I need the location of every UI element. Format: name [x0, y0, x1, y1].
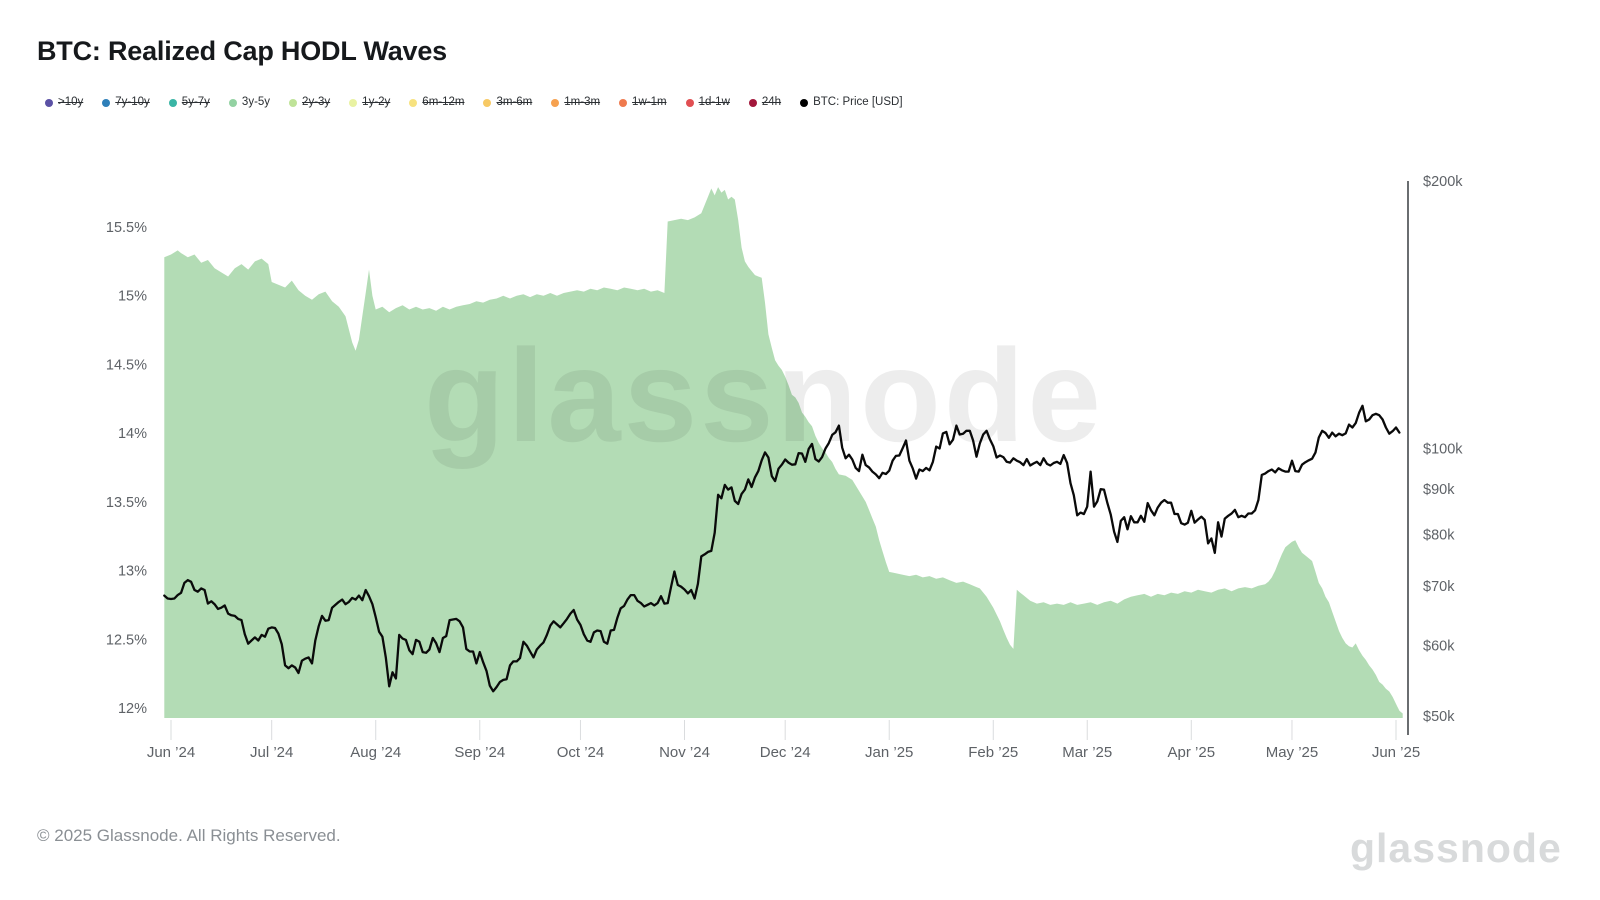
x-axis-tick-label: Sep ’24	[454, 744, 505, 761]
legend-item-label: 1m-3m	[564, 96, 601, 108]
legend-dot-icon	[685, 98, 694, 107]
x-axis-tick-label: Aug ’24	[350, 744, 401, 761]
legend-item-6m-12m[interactable]: 6m-12m	[409, 96, 465, 109]
y-left-tick-label: 14%	[118, 426, 147, 442]
y-right-tick-label: $100k	[1423, 442, 1463, 458]
legend-item-1w-1m[interactable]: 1w-1m	[619, 96, 667, 109]
glassnode-logo: glassnode	[1350, 825, 1562, 871]
legend-item-label: BTC: Price [USD]	[813, 96, 903, 108]
legend-item-7y-10y[interactable]: 7y-10y	[102, 96, 150, 109]
legend-dot-icon	[551, 98, 560, 107]
legend-item-label: 7y-10y	[115, 96, 150, 108]
legend-item-label: 5y-7y	[181, 96, 210, 108]
legend-item-1y-2y[interactable]: 1y-2y	[349, 96, 391, 109]
x-axis-tick-label: Oct ’24	[557, 744, 605, 761]
x-axis-tick-label: Mar ’25	[1062, 744, 1112, 761]
copyright-text: © 2025 Glassnode. All Rights Reserved.	[37, 826, 341, 845]
y-right-tick-label: $90k	[1423, 482, 1455, 498]
legend-item-2y-3y[interactable]: 2y-3y	[289, 96, 331, 109]
legend-item-3y-5y[interactable]: 3y-5y	[228, 96, 271, 109]
legend-item-label: 1w-1m	[632, 96, 667, 108]
y-right-tick-label: $60k	[1423, 639, 1455, 655]
x-axis-tick-label: Apr ’25	[1168, 744, 1216, 761]
legend-item-btc-price-usd[interactable]: BTC: Price [USD]	[800, 96, 903, 109]
x-axis-tick-label: Jun ’24	[147, 744, 195, 761]
x-axis-tick-label: Nov ’24	[659, 744, 710, 761]
y-right-tick-label: $80k	[1423, 528, 1455, 544]
legend-dot-icon	[228, 98, 237, 107]
legend-dot-icon	[289, 98, 298, 107]
legend-item-1m-3m[interactable]: 1m-3m	[551, 96, 601, 109]
legend-dot-icon	[168, 98, 177, 107]
y-right-tick-label: $50k	[1423, 709, 1455, 725]
y-left-tick-label: 15%	[118, 289, 147, 305]
legend-item-5y-7y[interactable]: 5y-7y	[168, 96, 210, 109]
legend-dot-icon	[748, 98, 757, 107]
x-axis-tick-label: Feb ’25	[968, 744, 1018, 761]
chart-legend: >10y 7y-10y 5y-7y 3y-5y 2y-3y 1y-2y 6m-12m 3m-6…	[45, 96, 903, 109]
page-title: BTC: Realized Cap HODL Waves	[37, 36, 447, 66]
legend-dot-icon	[800, 98, 809, 107]
legend-item-label: 1y-2y	[362, 96, 391, 108]
btc-price-line	[163, 404, 1401, 693]
legend-item-label: 3y-5y	[241, 96, 271, 108]
x-axis-tick-label: Dec ’24	[760, 744, 811, 761]
y-left-tick-label: 13%	[118, 564, 147, 580]
legend-item-label: 6m-12m	[422, 96, 465, 108]
y-left-tick-label: 12.5%	[106, 632, 147, 648]
legend-item-label: 24h	[761, 96, 782, 108]
y-left-tick-label: 12%	[118, 701, 147, 717]
y-right-tick-label: $70k	[1423, 579, 1455, 595]
legend-item-label: 1d-1w	[698, 96, 730, 108]
x-axis-tick-label: May ’25	[1266, 744, 1319, 761]
hodl-waves-chart[interactable]: 15.5% 15% 14.5% 14% 13.5% 13% 12.5% 12% $200k $10…	[0, 0, 1600, 790]
y-left-tick-label: 15.5%	[106, 220, 147, 236]
y-left-tick-label: 13.5%	[106, 495, 147, 511]
legend-item-1d-1w[interactable]: 1d-1w	[685, 96, 730, 109]
y-left-tick-label: 14.5%	[106, 357, 147, 373]
legend-item-10y[interactable]: >10y	[45, 96, 84, 109]
x-axis-tick-label: Jun ’25	[1372, 744, 1420, 761]
x-axis-tick-label: Jul ’24	[250, 744, 293, 761]
legend-dot-icon	[619, 98, 628, 107]
legend-item-3m-6m[interactable]: 3m-6m	[483, 96, 533, 109]
x-axis-tick-label: Jan ’25	[865, 744, 913, 761]
legend-dot-icon	[349, 98, 358, 107]
legend-dot-icon	[483, 98, 492, 107]
legend-item-24h[interactable]: 24h	[748, 96, 782, 109]
legend-item-label: 3m-6m	[496, 96, 533, 108]
legend-item-label: >10y	[58, 96, 84, 108]
y-right-tick-label: $200k	[1423, 174, 1463, 190]
legend-dot-icon	[102, 98, 111, 107]
legend-dot-icon	[409, 98, 418, 107]
legend-dot-icon	[45, 98, 53, 107]
legend-item-label: 2y-3y	[302, 96, 331, 108]
hodl-3y5y-area	[164, 187, 1403, 719]
